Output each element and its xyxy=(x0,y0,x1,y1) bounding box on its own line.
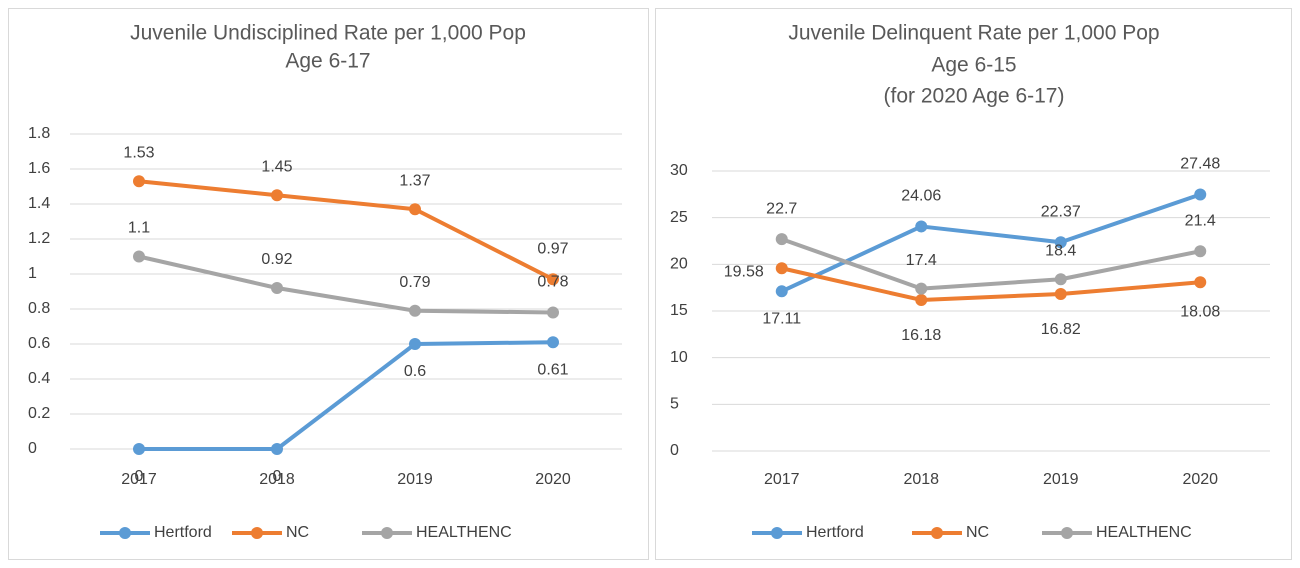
data-point xyxy=(409,304,421,317)
data-label: 27.48 xyxy=(1180,156,1220,173)
y-tick-label: 1 xyxy=(28,265,37,282)
legend-label: HEALTHENC xyxy=(1096,524,1192,541)
series-line xyxy=(139,340,554,451)
y-tick-label: 25 xyxy=(670,209,688,226)
data-label: 0.78 xyxy=(537,274,568,291)
y-tick-label: 0.6 xyxy=(28,335,50,352)
data-point xyxy=(547,273,559,286)
data-point xyxy=(271,282,283,294)
chart-title: Juvenile Delinquent Rate per 1,000 Pop xyxy=(788,22,1159,45)
chart-title: Age 6-17 xyxy=(285,50,370,73)
data-label: 22.37 xyxy=(1041,203,1081,220)
data-label: 24.06 xyxy=(901,188,941,205)
data-point xyxy=(915,220,928,233)
y-tick-label: 1.4 xyxy=(28,195,50,212)
y-tick-label: 0.4 xyxy=(28,370,50,387)
series-line xyxy=(138,254,554,315)
y-tick-label: 15 xyxy=(670,302,688,319)
data-label: 1.45 xyxy=(261,158,292,175)
data-point xyxy=(1194,188,1207,201)
chart-title: Juvenile Undisciplined Rate per 1,000 Po… xyxy=(130,22,526,45)
series-line xyxy=(780,192,1201,294)
y-tick-label: 0 xyxy=(28,440,37,457)
y-tick-label: 1.6 xyxy=(28,160,50,177)
legend-label: NC xyxy=(966,524,989,541)
data-point xyxy=(915,282,928,295)
data-point xyxy=(775,262,788,275)
y-tick-label: 20 xyxy=(670,256,688,273)
data-point xyxy=(547,336,559,349)
legend-marker xyxy=(1061,527,1073,539)
legend-marker xyxy=(251,527,263,539)
data-label: 16.82 xyxy=(1041,321,1081,338)
data-point xyxy=(1054,273,1067,286)
data-label: 0.79 xyxy=(399,274,430,291)
legend-label: HEALTHENC xyxy=(416,524,512,541)
legend-marker xyxy=(931,527,943,539)
data-label: 21.4 xyxy=(1185,212,1216,229)
y-tick-label: 10 xyxy=(670,349,688,366)
data-label: 0 xyxy=(273,468,282,485)
legend-marker xyxy=(119,527,131,539)
series-line xyxy=(781,266,1201,302)
data-point xyxy=(547,306,559,319)
data-point xyxy=(409,338,421,350)
legend-marker xyxy=(381,527,393,539)
data-point xyxy=(775,285,788,298)
data-point xyxy=(133,175,145,188)
series-line xyxy=(138,179,554,282)
y-tick-label: 1.2 xyxy=(28,230,50,247)
y-tick-label: 5 xyxy=(670,396,679,413)
y-tick-label: 1.8 xyxy=(28,125,50,142)
data-point xyxy=(775,233,788,246)
data-point xyxy=(409,203,421,216)
data-point xyxy=(1054,236,1067,249)
data-point xyxy=(1054,288,1067,301)
x-tick-label: 2019 xyxy=(397,471,433,488)
data-label: 1.37 xyxy=(399,172,430,189)
data-label: 1.53 xyxy=(123,144,154,161)
x-tick-label: 2020 xyxy=(535,471,571,488)
data-label: 18.08 xyxy=(1180,303,1220,320)
x-tick-label: 2017 xyxy=(121,471,157,488)
x-tick-label: 2020 xyxy=(1182,471,1218,488)
x-tick-label: 2017 xyxy=(764,471,800,488)
data-point xyxy=(271,443,283,455)
data-label: 0.6 xyxy=(404,363,426,380)
x-tick-label: 2018 xyxy=(903,471,939,488)
data-label: 0.92 xyxy=(261,251,292,268)
data-label: 22.7 xyxy=(766,200,797,217)
series-line xyxy=(781,237,1201,291)
y-tick-label: 30 xyxy=(670,162,688,179)
y-tick-label: 0.2 xyxy=(28,405,50,422)
chart-title: Age 6-15 xyxy=(931,54,1016,77)
data-label: 1.1 xyxy=(128,220,150,237)
legend-marker xyxy=(771,527,783,539)
legend-label: Hertford xyxy=(806,524,864,541)
data-label: 17.4 xyxy=(906,252,937,269)
data-label: 18.4 xyxy=(1045,242,1076,259)
data-label: 16.18 xyxy=(901,327,941,344)
legend-label: NC xyxy=(286,524,309,541)
data-point xyxy=(133,250,145,263)
data-label: 19.58 xyxy=(724,263,764,280)
data-point xyxy=(1194,245,1207,258)
data-label: 17.11 xyxy=(762,311,801,328)
x-tick-label: 2018 xyxy=(259,471,295,488)
data-point xyxy=(915,293,928,306)
data-point xyxy=(133,443,145,455)
y-tick-label: 0.8 xyxy=(28,300,50,317)
data-label: 0.61 xyxy=(537,361,568,378)
y-tick-label: 0 xyxy=(670,442,679,459)
chart-title: (for 2020 Age 6-17) xyxy=(884,85,1065,108)
chart-frame xyxy=(8,8,649,560)
data-point xyxy=(271,189,283,202)
data-label: 0 xyxy=(135,468,144,485)
data-label: 0.97 xyxy=(537,240,568,257)
legend-label: Hertford xyxy=(154,524,212,541)
data-point xyxy=(1194,276,1207,289)
x-tick-label: 2019 xyxy=(1043,471,1079,488)
